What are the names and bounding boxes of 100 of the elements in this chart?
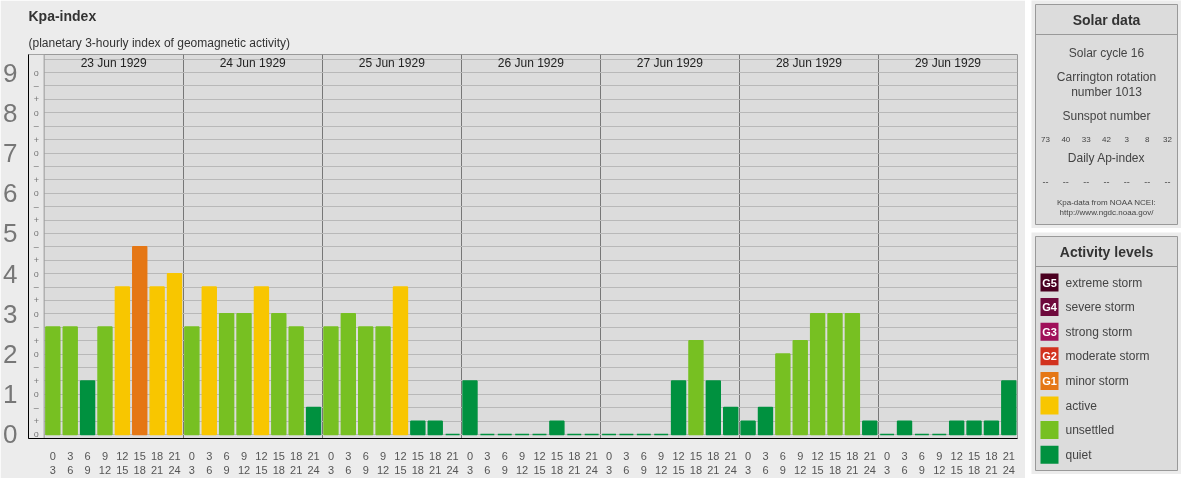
annotation: + bbox=[33, 375, 39, 386]
x-tick-label: 12 15 bbox=[116, 449, 129, 476]
x-tick-label: 6 9 bbox=[501, 449, 508, 476]
bar bbox=[670, 380, 687, 436]
bar bbox=[427, 420, 443, 436]
x-tick-label: 18 21 bbox=[707, 449, 720, 476]
annotation: o bbox=[33, 389, 39, 400]
x-tick-label: 12 15 bbox=[811, 449, 824, 476]
x-tick-label: 21 24 bbox=[1002, 449, 1015, 476]
x-tick-label: 21 24 bbox=[585, 449, 598, 476]
x-tick-label: 18 21 bbox=[985, 449, 998, 476]
bar bbox=[97, 326, 113, 436]
y-tick-label: 9 bbox=[3, 57, 18, 88]
x-tick-label: 0 3 bbox=[49, 449, 56, 476]
annotation: + bbox=[33, 255, 39, 266]
annotation: o bbox=[33, 268, 39, 279]
annotation: o bbox=[33, 148, 39, 159]
annotation: o bbox=[33, 67, 39, 78]
bar bbox=[1001, 380, 1017, 436]
annotation: + bbox=[33, 215, 39, 226]
x-tick-label: 12 15 bbox=[533, 449, 546, 476]
x-tick-label: 6 9 bbox=[84, 449, 91, 476]
x-tick-label: 0 3 bbox=[745, 449, 752, 476]
x-tick-label: 0 3 bbox=[188, 449, 195, 476]
category-label: active bbox=[1065, 398, 1098, 413]
bar bbox=[253, 286, 270, 436]
annotation: – bbox=[33, 362, 39, 373]
bar bbox=[236, 313, 252, 436]
annotation: o bbox=[33, 429, 39, 440]
bar bbox=[844, 313, 861, 436]
bar bbox=[201, 286, 217, 436]
x-tick-label: 21 24 bbox=[724, 449, 737, 476]
annotation: o bbox=[33, 308, 39, 319]
text: G1 bbox=[1042, 374, 1057, 387]
x-tick-label: 18 21 bbox=[846, 449, 859, 476]
text: Sunspot number bbox=[1062, 108, 1151, 123]
text: Solar data bbox=[1072, 11, 1141, 28]
bar bbox=[688, 340, 704, 436]
x-tick-label: 18 21 bbox=[151, 449, 164, 476]
y-tick-label: 7 bbox=[3, 138, 18, 169]
category-label: unsettled bbox=[1065, 423, 1115, 438]
x-tick-label: 15 18 bbox=[828, 449, 842, 476]
bar bbox=[462, 380, 478, 436]
y-tick-label: 0 bbox=[3, 419, 18, 450]
x-tick-label: 9 12 bbox=[237, 449, 251, 476]
bar bbox=[948, 420, 965, 436]
x-tick-label: 9 12 bbox=[794, 449, 807, 476]
annotation: + bbox=[33, 94, 39, 105]
x-tick-label: 12 15 bbox=[394, 449, 407, 476]
bar bbox=[757, 406, 774, 436]
x-tick-label: 15 18 bbox=[550, 449, 564, 476]
bar bbox=[983, 420, 1000, 436]
x-tick-label: 21 24 bbox=[863, 449, 876, 476]
x-tick-label: 3 6 bbox=[484, 449, 491, 476]
x-tick-label: 3 6 bbox=[206, 449, 213, 476]
x-tick-label: 6 9 bbox=[640, 449, 647, 476]
text: Daily Ap-index bbox=[1067, 150, 1145, 165]
x-tick-label: 9 12 bbox=[933, 449, 946, 476]
chart-title: Kpa-index bbox=[28, 7, 97, 24]
x-tick-label: 3 6 bbox=[67, 449, 74, 476]
text: -- -- -- -- -- -- -- bbox=[1042, 176, 1171, 187]
y-tick-label: 4 bbox=[3, 258, 18, 289]
y-tick-label: 1 bbox=[3, 379, 18, 410]
x-tick-label: 21 24 bbox=[168, 449, 181, 476]
bar bbox=[723, 406, 739, 436]
annotation: o bbox=[33, 107, 39, 118]
category-label: minor storm bbox=[1065, 373, 1129, 388]
x-tick-label: 12 15 bbox=[255, 449, 268, 476]
y-tick-label: 2 bbox=[3, 339, 18, 370]
annotation: 24 Jun 1929 bbox=[219, 56, 287, 71]
bar bbox=[79, 380, 96, 436]
bar bbox=[375, 326, 391, 436]
bar bbox=[132, 245, 148, 436]
bar bbox=[149, 286, 165, 436]
x-tick-label: 0 3 bbox=[884, 449, 891, 476]
bar bbox=[340, 313, 357, 436]
x-tick-label: 15 18 bbox=[689, 449, 703, 476]
x-tick-label: 9 12 bbox=[376, 449, 390, 476]
bar bbox=[809, 313, 826, 436]
x-tick-label: 3 6 bbox=[901, 449, 908, 476]
x-tick-label: 6 9 bbox=[223, 449, 230, 476]
annotation: 28 Jun 1929 bbox=[775, 56, 843, 71]
text: Kpa-data from NOAA NCEI: http://www.ngdc.noaa.gov/ bbox=[1056, 198, 1156, 217]
x-tick-label: 0 3 bbox=[605, 449, 613, 476]
category-label: quiet bbox=[1065, 447, 1093, 462]
bar bbox=[827, 313, 843, 436]
x-tick-label: 9 12 bbox=[98, 449, 112, 476]
annotation: + bbox=[33, 295, 39, 306]
bar bbox=[323, 326, 339, 436]
x-tick-label: 3 6 bbox=[762, 449, 769, 476]
y-tick-label: 6 bbox=[3, 178, 18, 209]
annotation: + bbox=[33, 174, 39, 185]
x-tick-label: 12 15 bbox=[950, 449, 963, 476]
annotation: o bbox=[33, 228, 39, 239]
annotation: 25 Jun 1929 bbox=[358, 56, 426, 71]
x-tick-label: 0 3 bbox=[327, 449, 334, 476]
annotation: – bbox=[33, 241, 39, 252]
bar bbox=[45, 326, 61, 436]
annotation: o bbox=[33, 188, 39, 199]
text: G5 bbox=[1042, 276, 1057, 289]
